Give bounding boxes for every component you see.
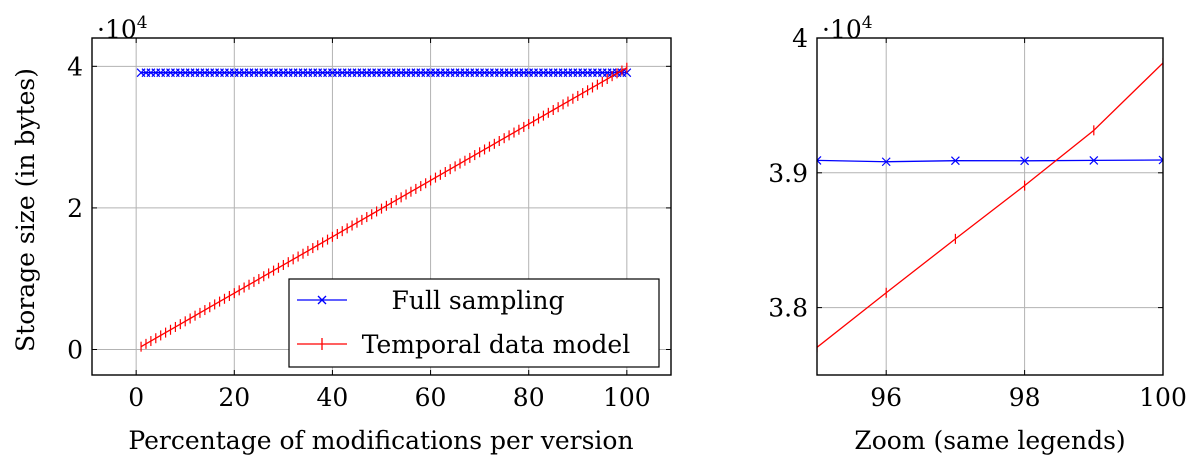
left-y-tick-label: 4 (67, 52, 83, 81)
right-ticks: 96 98 100 3.8 3.9 4 (768, 24, 1187, 412)
legend-label-full-sampling: Full sampling (392, 286, 565, 315)
legend-box (288, 278, 660, 368)
left-x-tick-label: 80 (513, 383, 545, 412)
left-x-tick-label: 0 (128, 383, 144, 412)
right-x-tick-label: 96 (870, 383, 902, 412)
right-point-full-sampling (950, 156, 960, 166)
left-series (136, 62, 632, 352)
right-line-full-sampling (817, 159, 1163, 163)
legend-entry-full-sampling: Full sampling (297, 286, 564, 315)
right-x-axis-title: Zoom (same legends) (854, 426, 1125, 455)
right-multiplier-label: ·104 (822, 13, 873, 44)
right-point-full-sampling (1020, 156, 1030, 166)
right-x-tick-label: 100 (1139, 383, 1187, 412)
left-multiplier-exp: 4 (137, 13, 148, 33)
right-plot-frame (816, 37, 1164, 376)
right-point-full-sampling (1158, 155, 1163, 165)
left-x-tick-label: 100 (603, 383, 651, 412)
right-series (817, 57, 1163, 353)
right-multiplier-base: ·10 (822, 15, 862, 44)
left-multiplier-label: ·104 (97, 13, 148, 44)
right-y-tick-label: 4 (792, 24, 808, 53)
legend-entry-temporal-data-model: Temporal data model (297, 330, 630, 359)
right-y-tick-label: 3.8 (768, 294, 808, 323)
right-multiplier-exp: 4 (862, 13, 873, 33)
right-x-tick-label: 98 (1009, 383, 1041, 412)
left-x-tick-label: 40 (317, 383, 349, 412)
left-line-temporal-data-model (140, 67, 628, 348)
legend: Full sampling Temporal data model (288, 278, 660, 368)
left-y-tick-label: 2 (67, 194, 83, 223)
right-point-full-sampling (1089, 155, 1099, 165)
left-series-temporal-data-model (140, 62, 628, 352)
right-point-full-sampling (881, 157, 891, 167)
left-y-axis-title: Storage size (in bytes) (11, 68, 40, 352)
left-y-tick-label: 0 (67, 336, 83, 365)
legend-label-temporal-data-model: Temporal data model (362, 330, 630, 359)
legend-marker-full-sampling (317, 295, 327, 305)
left-x-tick-label: 60 (415, 383, 447, 412)
right-series-full-sampling (817, 155, 1163, 167)
left-multiplier-base: ·10 (97, 15, 137, 44)
right-line-temporal-data-model (817, 62, 1163, 348)
left-x-tick-label: 20 (218, 383, 250, 412)
right-series-temporal-data-model (817, 57, 1163, 353)
right-point-full-sampling (817, 155, 822, 165)
left-ticks: 0 20 40 60 80 100 0 2 4 (67, 38, 671, 412)
left-x-axis-title: Percentage of modifications per version (128, 426, 633, 455)
left-series-full-sampling (136, 68, 632, 78)
right-grid (817, 37, 1164, 375)
left-plot-frame (91, 37, 672, 376)
right-y-tick-label: 3.9 (768, 159, 808, 188)
